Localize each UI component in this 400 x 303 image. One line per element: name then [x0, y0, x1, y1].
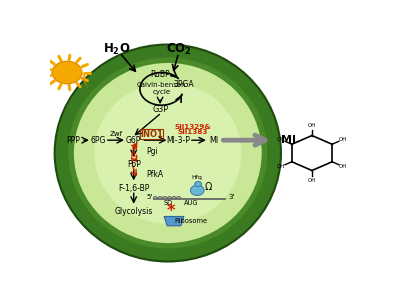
Text: AUG: AUG [184, 200, 198, 206]
Polygon shape [164, 216, 184, 226]
Text: Ω: Ω [204, 182, 212, 192]
Text: SD: SD [163, 200, 172, 206]
Circle shape [195, 181, 202, 187]
Text: INO1: INO1 [140, 130, 163, 139]
Text: F-1,6-BP: F-1,6-BP [118, 184, 149, 192]
Text: PfkA: PfkA [146, 170, 163, 179]
Ellipse shape [68, 58, 267, 248]
Text: Glycolysis: Glycolysis [114, 207, 153, 216]
Text: 3': 3' [228, 194, 234, 200]
Text: Hfq: Hfq [192, 175, 203, 181]
Text: OH: OH [276, 137, 285, 142]
Polygon shape [80, 68, 86, 77]
Text: Calvin-benson
cycle: Calvin-benson cycle [137, 82, 186, 95]
Text: RuBP: RuBP [150, 70, 170, 79]
Text: MI: MI [210, 136, 219, 145]
Text: OH: OH [308, 123, 316, 128]
Text: 3PGA: 3PGA [173, 80, 194, 89]
Text: MI: MI [281, 135, 296, 145]
Text: *: * [166, 202, 175, 220]
Ellipse shape [74, 63, 262, 243]
Text: OH: OH [276, 164, 285, 169]
Text: $\mathbf{CO_2}$: $\mathbf{CO_2}$ [166, 42, 192, 57]
Circle shape [52, 61, 82, 84]
Text: F6P: F6P [127, 160, 141, 169]
Ellipse shape [55, 45, 281, 261]
Text: Sll1329&: Sll1329& [174, 124, 211, 130]
Text: OH: OH [308, 178, 316, 183]
Circle shape [190, 185, 204, 195]
Text: OH: OH [339, 164, 348, 169]
Text: $\mathbf{H_2O}$: $\mathbf{H_2O}$ [103, 42, 130, 57]
Text: Sll1383: Sll1383 [178, 129, 208, 135]
Text: 5': 5' [146, 194, 152, 200]
Text: 6PG: 6PG [90, 136, 106, 145]
Text: PPP: PPP [66, 136, 80, 145]
Text: MI-3-P: MI-3-P [167, 136, 190, 145]
Text: Pgi: Pgi [146, 147, 158, 156]
Text: Ribosome: Ribosome [174, 218, 208, 224]
Polygon shape [80, 68, 88, 90]
Text: OH: OH [339, 137, 348, 142]
Text: G6P: G6P [126, 136, 141, 145]
Ellipse shape [94, 82, 241, 224]
Text: Zwf: Zwf [109, 131, 122, 137]
Text: G3P: G3P [152, 105, 168, 114]
